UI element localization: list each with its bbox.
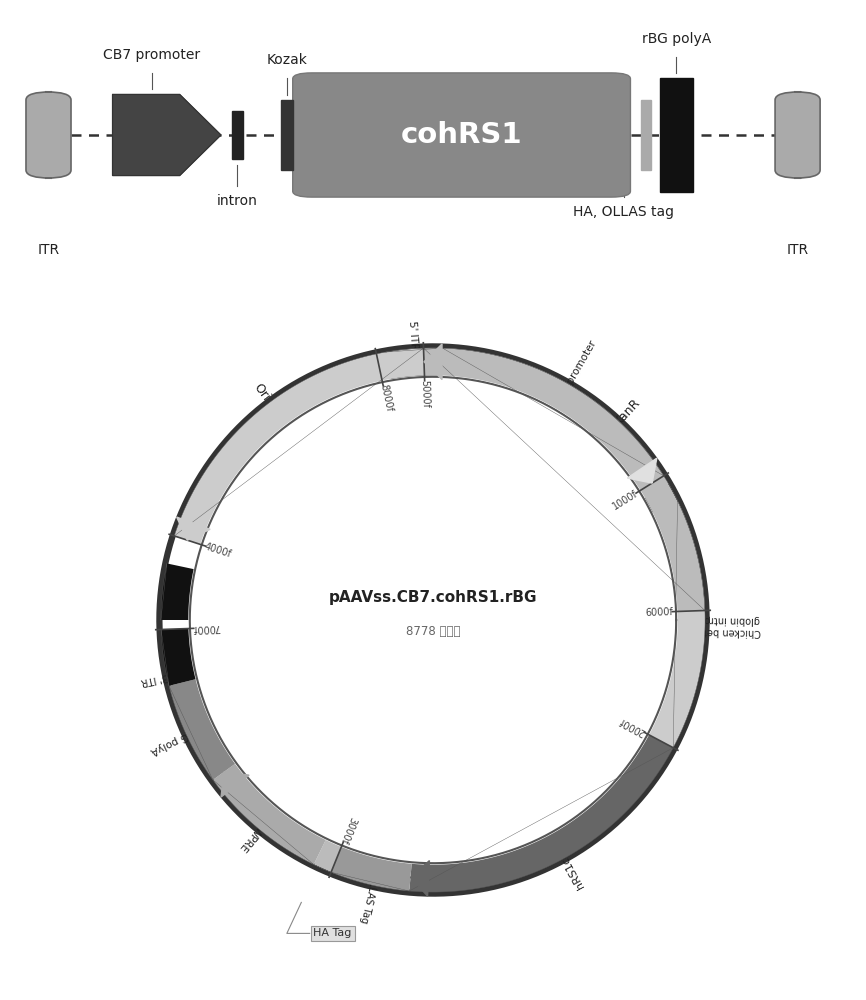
Polygon shape: [313, 840, 341, 872]
Polygon shape: [213, 764, 326, 865]
Text: HA Tag: HA Tag: [313, 928, 352, 938]
Polygon shape: [161, 629, 196, 686]
Text: WPRE: WPRE: [236, 824, 263, 853]
Text: rBG polyA: rBG polyA: [642, 32, 711, 46]
Polygon shape: [442, 348, 663, 490]
Text: 4000f: 4000f: [203, 541, 232, 559]
Bar: [281, 100, 293, 170]
Polygon shape: [221, 772, 249, 797]
Polygon shape: [331, 847, 411, 891]
Polygon shape: [627, 458, 656, 483]
Bar: [232, 111, 243, 159]
Text: Kozak: Kozak: [266, 53, 307, 68]
Bar: [641, 100, 651, 170]
Text: CB7 promoter: CB7 promoter: [553, 339, 598, 407]
Polygon shape: [410, 735, 673, 892]
Polygon shape: [650, 501, 705, 748]
Text: KanR: KanR: [611, 395, 643, 428]
Text: 5000f: 5000f: [420, 379, 430, 408]
Text: Chicken beta
globin intron: Chicken beta globin intron: [697, 614, 761, 637]
Polygon shape: [424, 344, 442, 380]
Polygon shape: [385, 348, 443, 379]
Text: 8000f: 8000f: [378, 384, 394, 413]
Text: ITR: ITR: [37, 242, 60, 256]
Text: 6000f: 6000f: [645, 607, 674, 618]
Text: 3' ITR: 3' ITR: [139, 672, 169, 687]
Text: 5' ITR: 5' ITR: [407, 321, 419, 351]
Polygon shape: [645, 484, 677, 513]
Text: 1000f: 1000f: [611, 488, 639, 512]
Text: OLLAS Tag: OLLAS Tag: [359, 872, 379, 924]
Text: ITR: ITR: [786, 242, 809, 256]
Polygon shape: [410, 861, 430, 896]
Polygon shape: [174, 348, 424, 544]
Text: CB7 promoter: CB7 promoter: [103, 48, 200, 62]
Polygon shape: [161, 563, 194, 620]
Bar: [660, 78, 693, 192]
Text: hRS1co: hRS1co: [557, 849, 585, 890]
Text: cohRS1: cohRS1: [401, 121, 522, 149]
Text: 3000f: 3000f: [339, 815, 358, 845]
Text: rBG polyA: rBG polyA: [149, 725, 200, 756]
Text: 7000f: 7000f: [192, 622, 221, 633]
FancyBboxPatch shape: [293, 73, 630, 197]
Text: HA, OLLAS tag: HA, OLLAS tag: [573, 205, 674, 219]
FancyBboxPatch shape: [26, 92, 71, 178]
Text: 8778 碱基对: 8778 碱基对: [406, 625, 460, 638]
Polygon shape: [113, 95, 221, 176]
Text: pAAVss.CB7.cohRS1.rBG: pAAVss.CB7.cohRS1.rBG: [329, 590, 537, 605]
Text: 2000f: 2000f: [618, 715, 648, 737]
Text: Ori: Ori: [251, 381, 272, 404]
Text: intron: intron: [216, 194, 258, 208]
FancyBboxPatch shape: [775, 92, 820, 178]
Polygon shape: [177, 517, 210, 540]
Polygon shape: [169, 679, 235, 780]
Polygon shape: [423, 348, 705, 611]
